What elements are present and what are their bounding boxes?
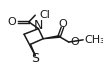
Polygon shape bbox=[43, 36, 59, 39]
Text: O: O bbox=[70, 37, 79, 47]
Text: S: S bbox=[31, 52, 39, 65]
Text: CH₃: CH₃ bbox=[84, 35, 103, 45]
Text: O: O bbox=[7, 17, 16, 27]
Text: Cl: Cl bbox=[39, 10, 50, 20]
Text: O: O bbox=[58, 19, 67, 29]
Text: N: N bbox=[34, 19, 43, 32]
